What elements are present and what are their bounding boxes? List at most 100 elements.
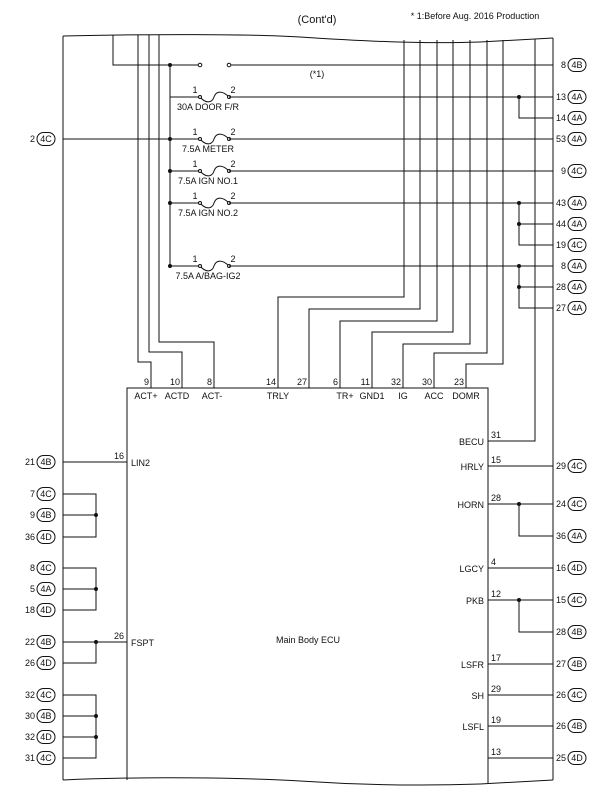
connector-badge [567, 280, 587, 294]
frame-bottom-break [62, 777, 554, 786]
connector-right-top: 4A 28 [556, 280, 587, 294]
connector-right-bottom: 4D 16 [556, 561, 587, 575]
connector-badge [567, 719, 587, 733]
connector-left: 4D 36 [25, 530, 56, 544]
connector-badge [567, 111, 587, 125]
connector-pin: 44 [556, 219, 566, 229]
fuse-pin: 2 [230, 191, 235, 201]
connector-id: 4A [571, 134, 582, 144]
connector-badge [36, 530, 56, 544]
fuse-icon [199, 133, 230, 145]
junction-dot [94, 714, 98, 718]
ecu-pin-name: IG [398, 391, 408, 401]
diagram-title: (Cont'd) [298, 14, 337, 26]
connector-pin: 36 [556, 531, 566, 541]
wire [137, 35, 152, 388]
connector-id: 4C [40, 489, 52, 499]
connector-pin: 9 [30, 510, 35, 520]
wire [308, 40, 421, 388]
ecu-pin-number: 31 [491, 430, 501, 440]
connector-right-bottom: 4D 25 [556, 751, 587, 765]
connector-badge [567, 688, 587, 702]
connector-pin: 8 [30, 563, 35, 573]
connector-right-top: 4A 14 [556, 111, 587, 125]
switch-contact [197, 62, 203, 68]
connector-left: 4C 7 [30, 487, 56, 501]
connector-pin: 53 [556, 134, 566, 144]
connector-badge [36, 132, 56, 146]
connector-left: 4B 22 [25, 635, 56, 649]
connector-badge [36, 582, 56, 596]
connector-id: 4B [40, 637, 51, 647]
connector-left: 4D 32 [25, 730, 56, 744]
junction-dot [94, 735, 98, 739]
connector-pin: 26 [556, 690, 566, 700]
connector-pin: 9 [561, 166, 566, 176]
connector-id: 4A [571, 219, 582, 229]
wire [158, 35, 215, 388]
ecu-pin-name: LSFR [461, 660, 485, 670]
junction-dot [517, 222, 521, 226]
connector-left: 4B 30 [25, 709, 56, 723]
connector-id: 4C [571, 166, 583, 176]
fuse-terminal [198, 169, 202, 173]
connector-badge [36, 603, 56, 617]
connector-pin: 30 [25, 711, 35, 721]
connector-badge [567, 625, 587, 639]
connector-right-bottom: 4C 24 [556, 497, 587, 511]
connector-badge [36, 508, 56, 522]
junction-dot [517, 285, 521, 289]
connector-id: 4B [571, 721, 582, 731]
connector-badge [567, 459, 587, 473]
connector-pin: 32 [25, 732, 35, 742]
connector-pin: 36 [25, 532, 35, 542]
ecu-pin-number: 9 [144, 377, 149, 387]
connector-badge [567, 593, 587, 607]
connector-pin: 16 [556, 563, 566, 573]
connector-id: 4B [40, 510, 51, 520]
fuse-icon [199, 91, 230, 103]
connector-badge [567, 497, 587, 511]
fuse-label: 7.5A A/BAG-IG2 [175, 271, 240, 281]
connector-pin: 7 [30, 489, 35, 499]
ecu-pin-name: SH [471, 691, 484, 701]
connector-pin: 8 [561, 261, 566, 271]
connector-right-top: 4B 8 [561, 58, 587, 72]
connector-badge [567, 529, 587, 543]
connector-id: 4B [40, 711, 51, 721]
connector-id: 4D [40, 732, 52, 742]
connector-pin: 26 [25, 658, 35, 668]
wire [488, 39, 536, 442]
connector-right-bottom: 4C 15 [556, 593, 587, 607]
connector-id: 4B [571, 60, 582, 70]
fuse-pin: 1 [192, 254, 197, 264]
connector-right-bottom: 4B 27 [556, 657, 587, 671]
fuse-label: 7.5A METER [182, 144, 235, 154]
fuse-pin: 2 [230, 254, 235, 264]
junction-dot [517, 598, 521, 602]
ecu-pin-number: 14 [266, 377, 276, 387]
connector-pin: 2 [30, 134, 35, 144]
connector-id: 4A [571, 282, 582, 292]
connector-id: 4A [40, 584, 51, 594]
connector-badge [567, 217, 587, 231]
ecu-pin-number: 13 [491, 747, 501, 757]
ecu-pin-name: PKB [466, 596, 484, 606]
connector-pin: 28 [556, 627, 566, 637]
ecu-pin-name: HORN [458, 500, 485, 510]
connector-id: 4A [571, 113, 582, 123]
frame-top-break [62, 34, 554, 44]
connector-badge [36, 656, 56, 670]
wire [371, 40, 454, 388]
junction-dot [517, 264, 521, 268]
connector-right-top: 4A 27 [556, 301, 587, 315]
connector-pin: 5 [30, 584, 35, 594]
connector-badge [36, 455, 56, 469]
connector-left: 4B 21 [25, 455, 56, 469]
fuse-icon [199, 165, 230, 177]
connector-id: 4A [571, 531, 582, 541]
fuse-label: 30A DOOR F/R [177, 102, 240, 112]
connector-left-top: 4C 2 [30, 132, 56, 146]
ecu-pin-number: 28 [491, 493, 501, 503]
